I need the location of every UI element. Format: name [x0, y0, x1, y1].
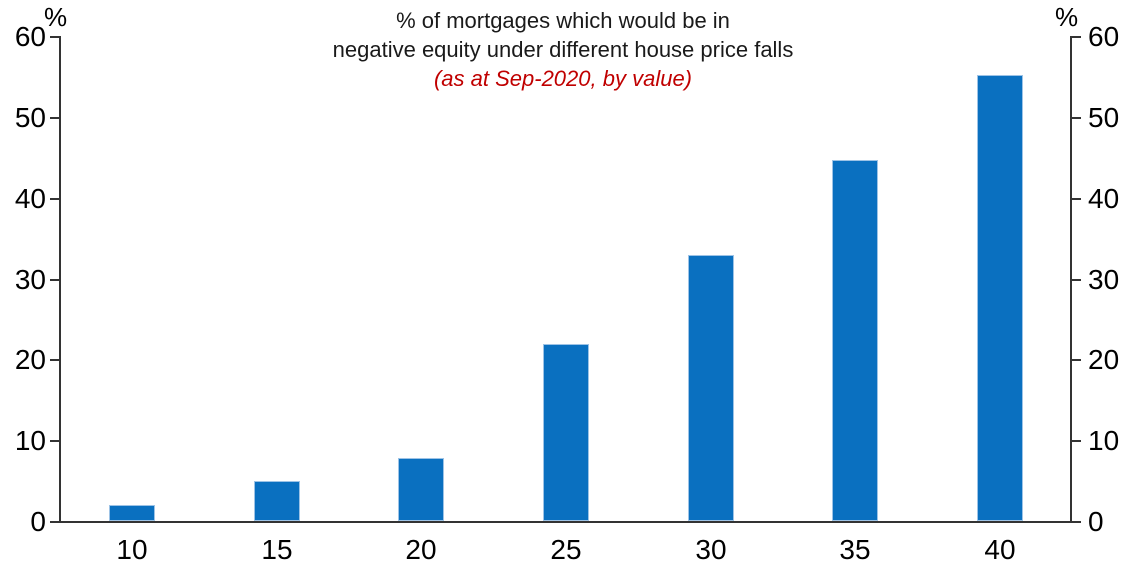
- x-axis-label-25: 25: [550, 534, 582, 565]
- bar-20: [398, 458, 444, 521]
- right-axis-tick-label-40: 40: [1088, 182, 1120, 214]
- bar-15: [254, 481, 300, 521]
- right-axis-tick-label-60: 60: [1088, 21, 1120, 52]
- bar-40: [977, 75, 1023, 521]
- right-axis-tick-60: [1071, 36, 1081, 38]
- left-axis-tick-label-0: 0: [30, 506, 46, 537]
- right-axis-tick-label-20: 20: [1088, 344, 1120, 376]
- left-axis-tick-label-20: 20: [14, 344, 46, 376]
- left-axis-tick-0: [50, 521, 60, 523]
- x-axis-label-30: 30: [695, 534, 727, 565]
- left-axis-tick-label-60: 60: [14, 21, 46, 52]
- right-axis-tick-label-30: 30: [1088, 263, 1120, 295]
- x-axis-label-15: 15: [261, 534, 293, 565]
- left-axis-tick-label-30: 30: [14, 263, 46, 295]
- left-axis-tick-20: [50, 359, 60, 362]
- chart-title-line1: % of mortgages which would be in: [396, 8, 730, 33]
- left-axis-tick-30: [50, 278, 60, 281]
- left-axis-tick-50: [50, 116, 60, 119]
- bar-25: [543, 344, 589, 521]
- left-axis-tick-label-10: 10: [14, 425, 46, 457]
- bar-10: [109, 505, 155, 521]
- right-axis-tick-10: [1071, 440, 1081, 443]
- left-axis-tick-label-50: 50: [14, 101, 46, 133]
- x-axis-label-20: 20: [405, 534, 437, 565]
- left-y-axis-line: [59, 36, 61, 523]
- right-axis-tick-0: [1071, 521, 1081, 523]
- left-axis-tick-60: [50, 36, 60, 38]
- x-axis-line: [59, 521, 1072, 523]
- chart-title-line2: negative equity under different house pr…: [332, 37, 794, 62]
- chart-subtitle: (as at Sep-2020, by value): [433, 66, 693, 91]
- right-axis-tick-30: [1071, 278, 1081, 281]
- right-axis-tick-label-50: 50: [1088, 101, 1120, 133]
- left-axis-tick-40: [50, 197, 60, 200]
- bar-30: [688, 255, 734, 521]
- right-axis-tick-20: [1071, 359, 1081, 362]
- x-axis-label-10: 10: [116, 534, 148, 565]
- chart-title: % of mortgages which would be in negativ…: [0, 6, 1126, 93]
- right-axis-tick-label-10: 10: [1088, 425, 1120, 457]
- bar-35: [832, 160, 878, 521]
- left-axis-tick-label-40: 40: [14, 182, 46, 214]
- x-axis-label-35: 35: [839, 534, 871, 565]
- right-axis-tick-label-0: 0: [1088, 506, 1104, 537]
- right-axis-tick-50: [1071, 116, 1081, 119]
- right-axis-tick-40: [1071, 197, 1081, 200]
- left-axis-tick-10: [50, 440, 60, 443]
- left-axis-unit-label: %: [44, 2, 68, 32]
- right-axis-unit-label: %: [1055, 2, 1079, 32]
- x-axis-label-40: 40: [984, 534, 1016, 565]
